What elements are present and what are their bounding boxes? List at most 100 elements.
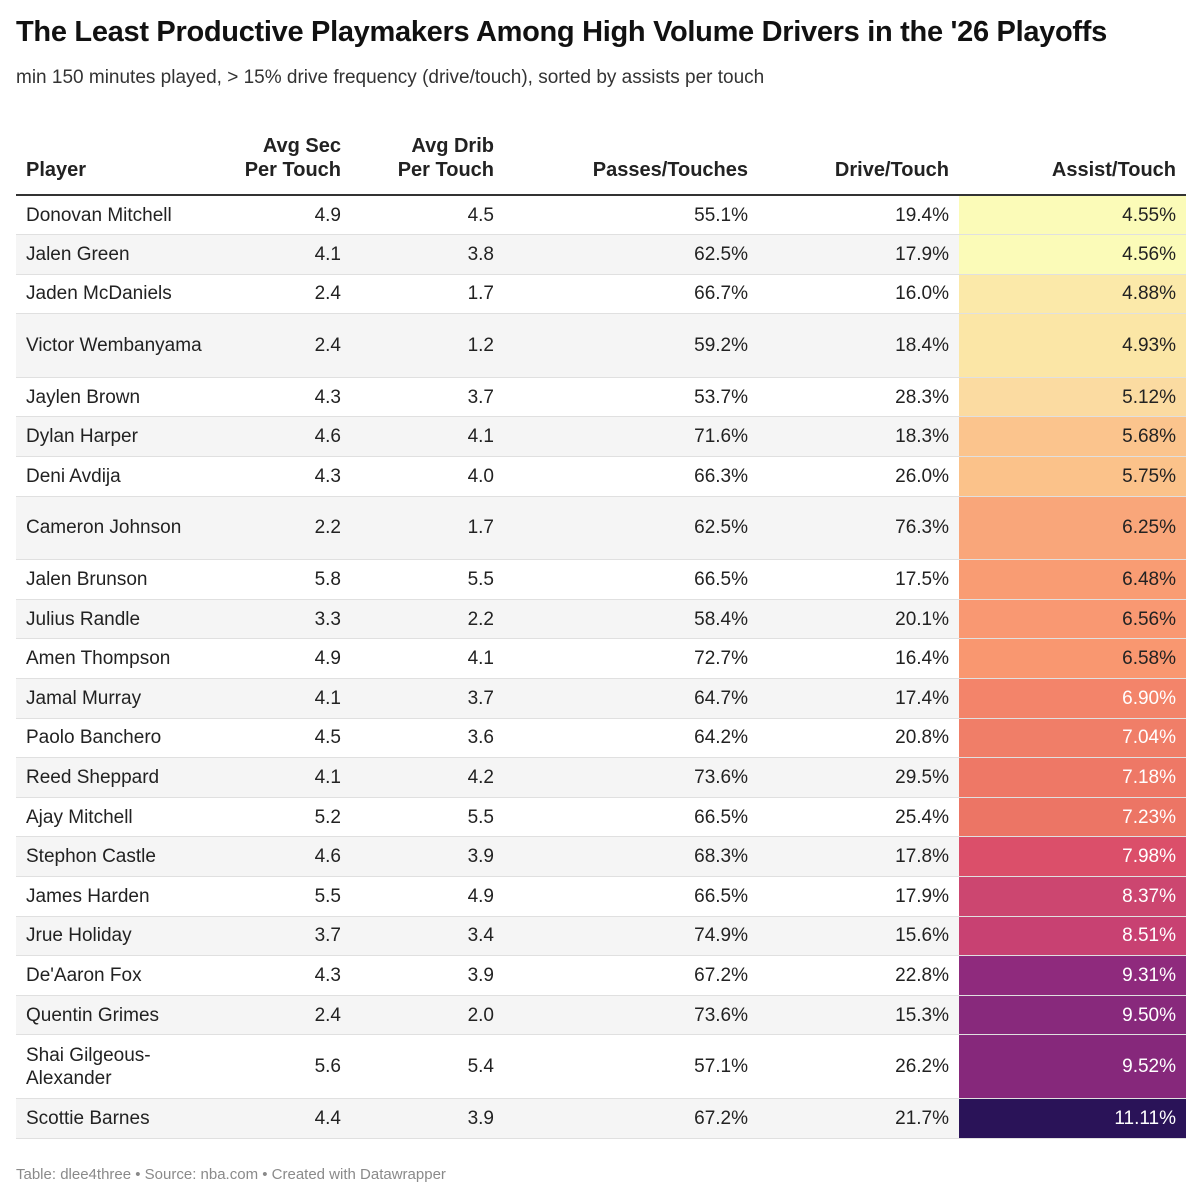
cell-passes-touches: 66.3% (504, 456, 758, 497)
cell-player: Ajay Mitchell (16, 797, 221, 838)
table-header-row: Player Avg Sec Per Touch Avg Drib Per Touc… (16, 130, 1186, 196)
cell-avg-sec-per-touch: 3.7 (221, 916, 351, 957)
cell-avg-drib-per-touch: 4.1 (351, 416, 504, 458)
cell-passes-touches: 62.5% (504, 496, 758, 561)
cell-passes-touches: 73.6% (504, 995, 758, 1036)
cell-player: Jrue Holiday (16, 916, 221, 957)
cell-avg-sec-per-touch: 2.4 (221, 274, 351, 315)
cell-assist-touch: 4.55% (959, 195, 1186, 236)
data-table-container: Player Avg Sec Per Touch Avg Drib Per Touc… (16, 130, 1186, 1139)
cell-avg-sec-per-touch: 4.5 (221, 718, 351, 759)
cell-assist-touch: 6.25% (959, 496, 1186, 561)
cell-avg-drib-per-touch: 2.0 (351, 995, 504, 1036)
cell-passes-touches: 71.6% (504, 416, 758, 458)
cell-passes-touches: 66.5% (504, 876, 758, 917)
cell-drive-touch: 20.8% (758, 718, 959, 759)
cell-passes-touches: 62.5% (504, 234, 758, 275)
chart-title: The Least Productive Playmakers Among Hi… (16, 16, 1107, 48)
cell-assist-touch: 6.48% (959, 559, 1186, 600)
data-table: Player Avg Sec Per Touch Avg Drib Per Touc… (16, 130, 1186, 1139)
table-row: Paolo Banchero 4.5 3.6 64.2% 20.8% 7.04% (16, 718, 1186, 759)
cell-assist-touch: 7.23% (959, 797, 1186, 838)
cell-passes-touches: 73.6% (504, 757, 758, 798)
cell-avg-sec-per-touch: 5.6 (221, 1034, 351, 1099)
cell-player: Victor Wembanyama (16, 313, 221, 378)
cell-assist-touch: 4.56% (959, 234, 1186, 275)
cell-avg-drib-per-touch: 4.5 (351, 195, 504, 236)
table-row: Shai Gilgeous-Alexander 5.6 5.4 57.1% 26.2% 9… (16, 1034, 1186, 1099)
cell-drive-touch: 16.4% (758, 638, 959, 680)
cell-avg-drib-per-touch: 4.0 (351, 456, 504, 497)
cell-assist-touch: 11.11% (959, 1098, 1186, 1139)
cell-passes-touches: 55.1% (504, 195, 758, 236)
cell-assist-touch: 5.12% (959, 377, 1186, 418)
cell-player: Quentin Grimes (16, 995, 221, 1036)
cell-player: Julius Randle (16, 599, 221, 640)
cell-drive-touch: 20.1% (758, 599, 959, 640)
cell-avg-sec-per-touch: 2.2 (221, 496, 351, 561)
cell-player: Jalen Green (16, 234, 221, 275)
header-avg-drib-per-touch[interactable]: Avg Drib Per Touch (351, 130, 504, 196)
cell-passes-touches: 72.7% (504, 638, 758, 680)
cell-drive-touch: 26.2% (758, 1034, 959, 1099)
cell-player: Donovan Mitchell (16, 195, 221, 236)
header-assist-touch[interactable]: Assist/Touch (959, 130, 1186, 196)
cell-player: Jalen Brunson (16, 559, 221, 600)
header-drive-touch[interactable]: Drive/Touch (758, 130, 959, 196)
cell-player: Jaden McDaniels (16, 274, 221, 315)
table-row: James Harden 5.5 4.9 66.5% 17.9% 8.37% (16, 876, 1186, 917)
table-row: Jrue Holiday 3.7 3.4 74.9% 15.6% 8.51% (16, 916, 1186, 957)
cell-avg-sec-per-touch: 4.3 (221, 955, 351, 996)
footer-credit: Table: dlee4three • Source: nba.com • Cr… (16, 1166, 446, 1183)
cell-player: Dylan Harper (16, 416, 221, 458)
cell-player: Reed Sheppard (16, 757, 221, 798)
cell-player: Shai Gilgeous-Alexander (16, 1034, 221, 1099)
cell-assist-touch: 4.93% (959, 313, 1186, 378)
cell-avg-sec-per-touch: 2.4 (221, 995, 351, 1036)
cell-player: De'Aaron Fox (16, 955, 221, 996)
cell-avg-drib-per-touch: 5.4 (351, 1034, 504, 1099)
cell-drive-touch: 17.9% (758, 876, 959, 917)
cell-drive-touch: 17.4% (758, 678, 959, 719)
cell-passes-touches: 68.3% (504, 836, 758, 877)
cell-passes-touches: 74.9% (504, 916, 758, 957)
cell-assist-touch: 9.31% (959, 955, 1186, 996)
cell-assist-touch: 7.98% (959, 836, 1186, 877)
cell-assist-touch: 8.51% (959, 916, 1186, 957)
table-body: Donovan Mitchell 4.9 4.5 55.1% 19.4% 4.55% Jal… (16, 195, 1186, 1139)
cell-player: Amen Thompson (16, 638, 221, 680)
cell-avg-sec-per-touch: 2.4 (221, 313, 351, 378)
cell-drive-touch: 22.8% (758, 955, 959, 996)
table-row: Jaden McDaniels 2.4 1.7 66.7% 16.0% 4.88% (16, 274, 1186, 315)
cell-passes-touches: 64.7% (504, 678, 758, 719)
table-row: Julius Randle 3.3 2.2 58.4% 20.1% 6.56% (16, 599, 1186, 640)
header-passes-touches[interactable]: Passes/Touches (504, 130, 758, 196)
cell-assist-touch: 5.75% (959, 456, 1186, 497)
table-row: Ajay Mitchell 5.2 5.5 66.5% 25.4% 7.23% (16, 797, 1186, 838)
cell-player: James Harden (16, 876, 221, 917)
cell-assist-touch: 6.58% (959, 638, 1186, 680)
cell-avg-sec-per-touch: 4.4 (221, 1098, 351, 1139)
cell-assist-touch: 7.18% (959, 757, 1186, 798)
cell-avg-drib-per-touch: 3.9 (351, 1098, 504, 1139)
cell-drive-touch: 15.6% (758, 916, 959, 957)
cell-passes-touches: 57.1% (504, 1034, 758, 1099)
header-avg-sec-per-touch[interactable]: Avg Sec Per Touch (221, 130, 351, 196)
cell-player: Cameron Johnson (16, 496, 221, 561)
cell-player: Paolo Banchero (16, 718, 221, 759)
cell-avg-drib-per-touch: 1.7 (351, 496, 504, 561)
cell-drive-touch: 21.7% (758, 1098, 959, 1139)
cell-avg-drib-per-touch: 4.1 (351, 638, 504, 680)
cell-avg-sec-per-touch: 4.6 (221, 836, 351, 877)
cell-drive-touch: 16.0% (758, 274, 959, 315)
cell-avg-drib-per-touch: 3.4 (351, 916, 504, 957)
cell-drive-touch: 17.9% (758, 234, 959, 275)
cell-avg-drib-per-touch: 5.5 (351, 559, 504, 600)
table-row: Scottie Barnes 4.4 3.9 67.2% 21.7% 11.11% (16, 1098, 1186, 1139)
table-row: Donovan Mitchell 4.9 4.5 55.1% 19.4% 4.55% (16, 195, 1186, 236)
header-player[interactable]: Player (16, 130, 221, 196)
cell-avg-sec-per-touch: 5.8 (221, 559, 351, 600)
cell-avg-sec-per-touch: 4.9 (221, 638, 351, 680)
table-row: Jamal Murray 4.1 3.7 64.7% 17.4% 6.90% (16, 678, 1186, 719)
cell-drive-touch: 17.5% (758, 559, 959, 600)
